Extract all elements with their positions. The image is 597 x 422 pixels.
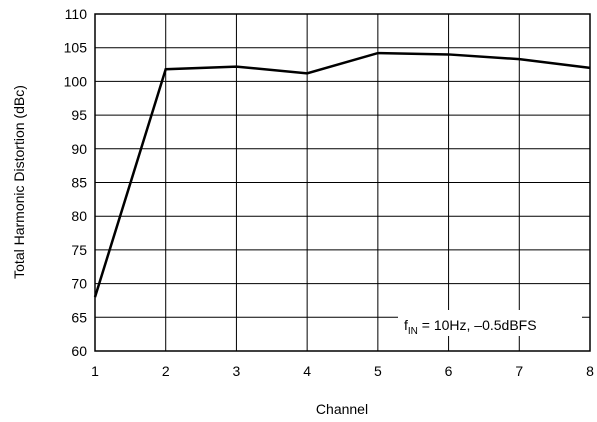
x-tick-label: 3 (233, 363, 241, 379)
y-tick-label: 85 (71, 175, 87, 191)
x-tick-label: 1 (91, 363, 99, 379)
x-tick-label: 7 (515, 363, 523, 379)
y-tick-label: 95 (71, 107, 87, 123)
y-tick-label: 100 (64, 73, 88, 89)
x-tick-label: 2 (162, 363, 170, 379)
x-tick-label: 4 (303, 363, 311, 379)
y-tick-label: 110 (65, 6, 88, 22)
x-tick-labels: 1 2 3 4 5 6 7 8 (91, 363, 594, 379)
annotation-rest: = 10Hz, –0.5dBFS (418, 317, 537, 333)
x-tick-label: 5 (374, 363, 382, 379)
y-tick-label: 80 (71, 208, 87, 224)
plot-border (94, 13, 591, 352)
y-tick-label: 60 (71, 343, 87, 359)
annotation: fIN = 10Hz, –0.5dBFS (404, 317, 537, 337)
annotation-sub: IN (408, 326, 418, 337)
y-tick-label: 75 (71, 242, 87, 258)
y-tick-labels: 60 65 70 75 80 85 90 95 100 105 110 (64, 6, 88, 359)
y-tick-label: 90 (71, 141, 87, 157)
y-tick-label: 65 (71, 309, 87, 325)
x-tick-label: 8 (586, 363, 594, 379)
x-tick-label: 6 (445, 363, 453, 379)
annotation-background (398, 310, 582, 336)
y-tick-label: 70 (71, 276, 87, 292)
y-axis-title: Total Harmonic Distortion (dBc) (11, 85, 27, 279)
y-tick-label: 105 (64, 40, 88, 56)
series-line (93, 51, 591, 298)
x-axis-title: Channel (316, 401, 368, 417)
annotation-f: f (404, 317, 408, 333)
